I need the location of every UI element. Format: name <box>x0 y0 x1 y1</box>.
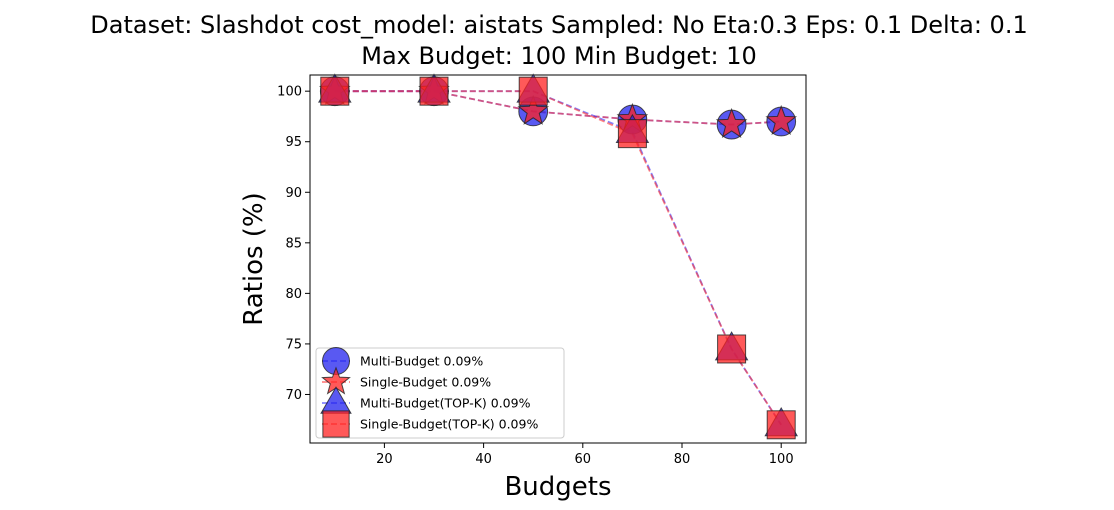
y-tick-label: 90 <box>285 186 302 201</box>
x-tick-label: 20 <box>376 452 393 467</box>
y-tick-label: 95 <box>285 135 302 150</box>
legend: Multi-Budget 0.09% Single-Budget 0.09% Mul… <box>315 347 565 439</box>
series-markers <box>317 73 799 440</box>
x-tick-label: 100 <box>769 452 794 467</box>
legend-frame <box>315 347 565 439</box>
data-point-series-4 <box>518 76 548 106</box>
chart-title-line-2: Max Budget: 100 Min Budget: 10 <box>361 42 757 70</box>
data-point-series-4 <box>419 76 449 106</box>
x-axis: 20 40 60 80 100 <box>376 443 794 467</box>
data-point-series-4 <box>717 334 747 364</box>
x-tick-label: 40 <box>475 452 492 467</box>
data-point-series-4 <box>766 410 796 440</box>
data-point-series-4 <box>617 119 647 149</box>
data-point-series-2 <box>765 104 798 135</box>
y-tick-label: 100 <box>277 85 302 100</box>
y-axis: 70 75 80 85 90 95 100 <box>277 85 310 403</box>
x-tick-label: 60 <box>575 452 592 467</box>
x-tick-label: 80 <box>674 452 691 467</box>
y-tick-label: 80 <box>285 287 302 302</box>
y-tick-label: 75 <box>285 337 302 352</box>
x-axis-label: Budgets <box>504 472 611 502</box>
y-axis-label: Ratios (%) <box>239 192 269 326</box>
data-point-series-2 <box>517 94 550 125</box>
chart-title-line-1: Dataset: Slashdot cost_model: aistats Sa… <box>90 11 1027 39</box>
legend-marker-4 <box>322 410 350 438</box>
legend-label-2: Single-Budget 0.09% <box>360 375 491 390</box>
y-tick-label: 85 <box>285 236 302 251</box>
data-point-series-2 <box>715 107 748 138</box>
data-point-series-4 <box>320 76 350 106</box>
y-tick-label: 70 <box>285 388 302 403</box>
legend-label-3: Multi-Budget(TOP-K) 0.09% <box>360 396 531 411</box>
legend-label-1: Multi-Budget 0.09% <box>360 354 483 369</box>
legend-label-4: Single-Budget(TOP-K) 0.09% <box>360 417 538 432</box>
